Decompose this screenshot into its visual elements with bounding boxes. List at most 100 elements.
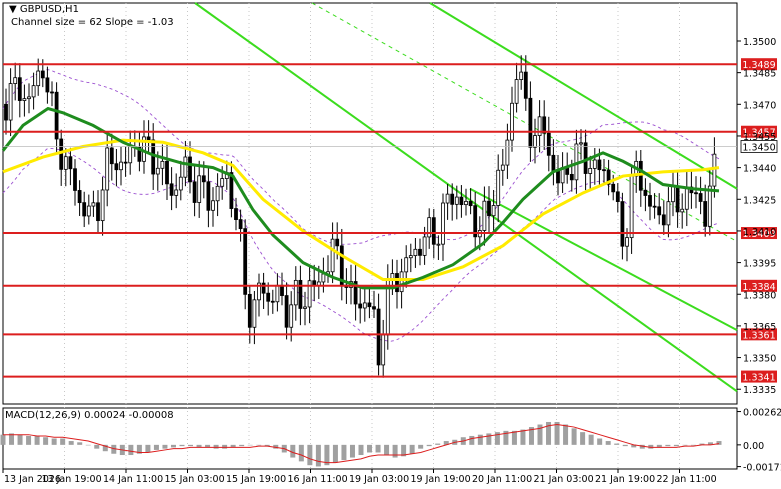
macd-bar [264, 444, 270, 447]
level-badge [741, 125, 777, 138]
macd-bar [196, 444, 202, 448]
candle-body [192, 181, 197, 203]
candle-body [468, 200, 473, 207]
price-tick-label: 1.3395 [743, 259, 776, 270]
chart-title: ▼ GBPUSD,H1 [9, 4, 79, 15]
macd-bar [537, 424, 543, 445]
candle-body [275, 284, 280, 303]
candle-body [487, 200, 491, 217]
macd-bar [580, 432, 586, 445]
candle-body [643, 189, 648, 196]
candle-body [505, 139, 510, 166]
candle-body [546, 132, 551, 156]
candle-body [119, 161, 123, 171]
candle-body [381, 334, 386, 366]
candle-body [611, 183, 616, 193]
candle-body [206, 181, 211, 211]
time-tick-label: 16 Jan 11:00 [288, 474, 348, 485]
macd-bar [358, 444, 364, 456]
candle-body [17, 77, 22, 101]
ma-green-line [1, 106, 720, 290]
macd-bar [51, 438, 57, 445]
candle-body [96, 202, 100, 222]
macd-signal-line [3, 424, 720, 464]
candle-body [13, 77, 18, 84]
candle-body [63, 156, 68, 170]
candle-body [114, 163, 119, 171]
macd-bar [349, 444, 355, 458]
candle-body [625, 237, 629, 247]
level-badge [741, 279, 777, 292]
candle-body [684, 186, 689, 210]
time-tick-label: 13 Jan 2026 [4, 474, 61, 485]
candle-body [160, 160, 165, 169]
time-tick-label: 15 Jan 03:00 [165, 474, 225, 485]
candle-body [280, 284, 284, 296]
macd-bar [256, 444, 262, 446]
level-label: 1.3489 [742, 60, 775, 71]
time-tick-label: 14 Jan 11:00 [103, 474, 163, 485]
candle-body [123, 161, 128, 164]
macd-bar [9, 433, 15, 445]
envelope-lower [2, 147, 720, 342]
candle-body [551, 154, 556, 172]
candle-body [707, 185, 712, 227]
macd-bar [170, 444, 176, 448]
candle-body [178, 176, 183, 191]
candle-body [454, 196, 459, 205]
macd-bar [43, 437, 49, 445]
macd-bar [639, 444, 645, 449]
candle-body [59, 138, 64, 170]
candle-body [657, 206, 662, 216]
candle-body [579, 142, 583, 145]
candle-body [298, 279, 303, 309]
candle-body [197, 175, 202, 203]
candle-body [234, 208, 238, 220]
candle-body [422, 236, 427, 256]
candle-body [247, 293, 252, 328]
candle-body [519, 71, 524, 80]
macd-bar [26, 435, 32, 445]
price-panel-frame [2, 2, 738, 405]
price-tick-label: 1.3455 [743, 132, 776, 143]
macd-bar [622, 444, 628, 447]
level-label: 1.3457 [742, 128, 775, 139]
macd-bar [597, 438, 603, 445]
candle-body [597, 159, 602, 171]
level-label: 1.3384 [742, 282, 775, 293]
candle-body [4, 103, 8, 121]
candle-body [284, 295, 289, 328]
macd-bar [707, 442, 713, 445]
candle-body [27, 96, 31, 100]
candle-body [40, 70, 45, 79]
level-badge [741, 370, 777, 383]
macd-bar [136, 444, 142, 454]
macd-bar [571, 428, 577, 445]
candle-body [169, 183, 174, 196]
candle-body [330, 238, 335, 273]
time-tick-label: 13 Jan 19:00 [42, 474, 102, 485]
macd-bar [563, 424, 569, 445]
ma-yellow-line [2, 138, 720, 281]
candle-body [211, 200, 215, 211]
candle-body [45, 77, 50, 93]
macd-bar [85, 444, 91, 446]
price-tick-label: 1.3380 [743, 290, 776, 301]
candle-body [151, 139, 156, 175]
candle-body [82, 202, 87, 217]
candle-body [418, 248, 422, 256]
macd-bar [128, 444, 134, 456]
macd-bar [401, 444, 407, 457]
candle-body [556, 170, 560, 184]
candle-body [450, 193, 455, 205]
current-price-badge [740, 140, 778, 153]
macd-bar [188, 444, 194, 447]
candle-body [257, 282, 261, 301]
candle-body [261, 282, 266, 294]
candle-body [602, 169, 606, 172]
macd-bar [409, 444, 415, 454]
candle-body [243, 228, 248, 295]
candle-body [441, 202, 445, 245]
level-badge [741, 328, 777, 341]
envelope-upper [2, 68, 720, 245]
